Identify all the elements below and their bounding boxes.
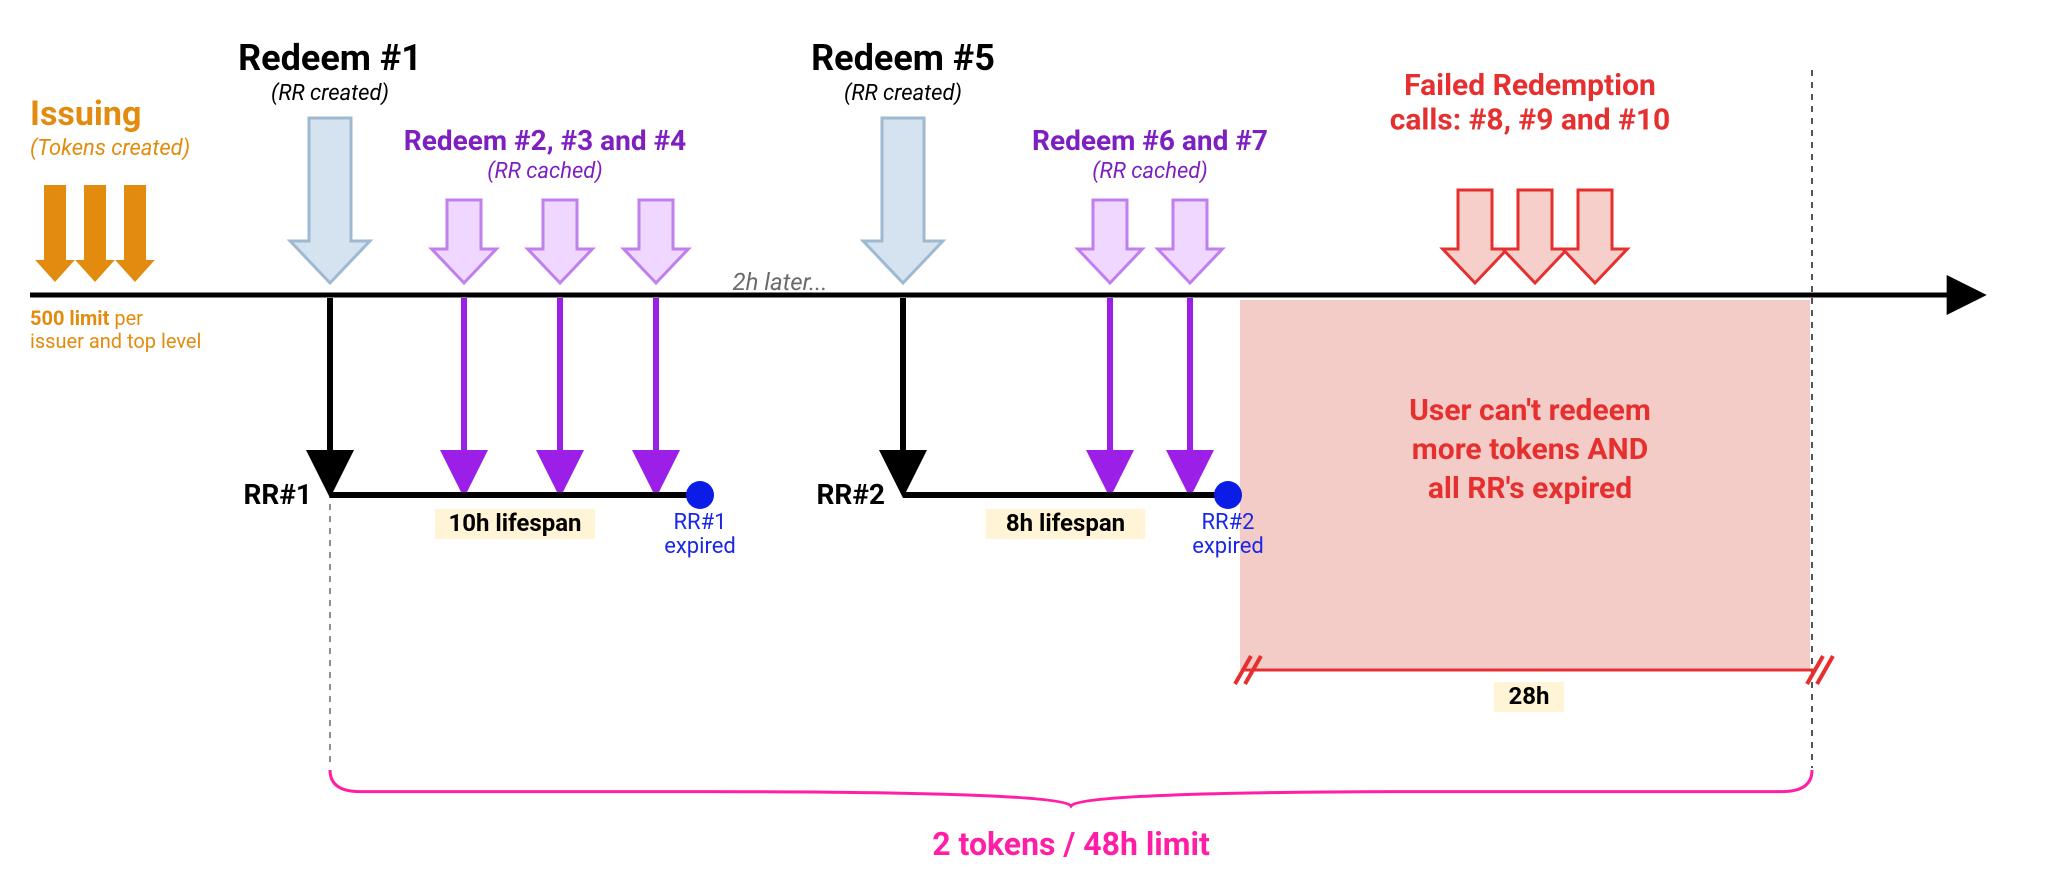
failed-arrow-2 [1563, 190, 1628, 283]
cached-234-block-arrow-2 [624, 200, 689, 283]
redeem-1-subtitle: (RR created) [271, 81, 389, 106]
diagram-stage: Issuing(Tokens created) 500 limit perissu… [0, 0, 2048, 882]
gap-label: 2h later... [733, 268, 828, 296]
redeem-5-subtitle: (RR created) [844, 81, 962, 106]
rr2-span-expired: RR#2expired [1192, 510, 1264, 559]
redeem-1-block-arrow [290, 118, 370, 283]
cached-67-block-arrow-1 [1158, 200, 1223, 283]
cached-67-subtitle: (RR cached) [1092, 159, 1208, 184]
rr1-span-label: 10h lifespan [448, 509, 581, 537]
cached-67-title: Redeem #6 and #7 [1032, 124, 1268, 157]
rr2-span-dot [1214, 481, 1242, 509]
issuing-arrow-2 [115, 185, 155, 282]
issuing-subtitle: (Tokens created) [30, 136, 190, 161]
red-span-label: 28h [1509, 682, 1550, 710]
failed-arrow-1 [1503, 190, 1568, 283]
issuing-title: Issuing [30, 94, 141, 134]
diagram-svg: Issuing(Tokens created) 500 limit perissu… [0, 0, 2048, 882]
issuing-arrow-1 [75, 185, 115, 282]
cached-234-title: Redeem #2, #3 and #4 [404, 124, 686, 157]
failed-title: Failed Redemptioncalls: #8, #9 and #10 [1390, 68, 1671, 138]
brace [330, 770, 1812, 806]
cached-234-subtitle: (RR cached) [487, 159, 603, 184]
cached-67-block-arrow-0 [1078, 200, 1143, 283]
failed-arrow-0 [1443, 190, 1508, 283]
rr1-span-expired: RR#1expired [664, 510, 736, 559]
redeem-5-block-arrow [863, 118, 943, 283]
brace-label: 2 tokens / 48h limit [932, 825, 1210, 863]
rr2-span-label: 8h lifespan [1006, 509, 1125, 537]
redeem-5-title: Redeem #5 [811, 37, 995, 79]
issuing-footer: 500 limit perissuer and top level [30, 306, 201, 353]
redeem-5-rr-label: RR#2 [816, 478, 885, 511]
rr1-span-dot [686, 481, 714, 509]
cached-234-block-arrow-1 [528, 200, 593, 283]
failed-message: User can't redeemmore tokens ANDall RR's… [1409, 393, 1651, 506]
redeem-1-title: Redeem #1 [238, 37, 422, 79]
redeem-1-rr-label: RR#1 [243, 478, 312, 511]
issuing-arrow-0 [35, 185, 75, 282]
cached-234-block-arrow-0 [432, 200, 497, 283]
